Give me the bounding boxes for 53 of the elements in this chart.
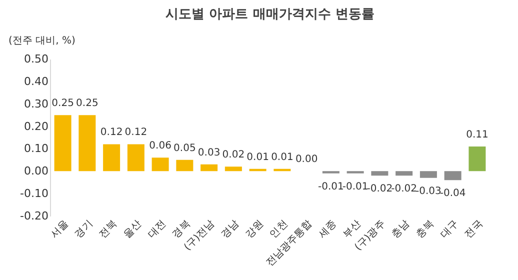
x-tick-label: 충북 bbox=[414, 218, 436, 240]
data-label: -0.01 bbox=[318, 181, 344, 192]
x-tick-label: 경기 bbox=[73, 218, 95, 240]
bar bbox=[176, 160, 194, 172]
data-label: 0.03 bbox=[198, 147, 220, 158]
x-tick-label: 울산 bbox=[122, 218, 144, 240]
data-label: -0.01 bbox=[342, 181, 368, 192]
x-tick-label: 대구 bbox=[438, 218, 461, 240]
x-tick-label: 경남 bbox=[219, 218, 242, 240]
x-tick-label: 강원 bbox=[244, 218, 266, 240]
data-label: 0.01 bbox=[271, 152, 294, 163]
bar bbox=[444, 171, 462, 180]
bar bbox=[200, 164, 218, 172]
data-label: 0.01 bbox=[246, 152, 269, 163]
y-tick-label: 0.00 bbox=[24, 164, 48, 178]
data-label: 0.06 bbox=[149, 140, 172, 152]
bar bbox=[224, 166, 242, 172]
data-label: -0.02 bbox=[366, 184, 393, 195]
y-tick-label: 0.20 bbox=[24, 120, 48, 133]
x-tick-label: 서울 bbox=[48, 218, 71, 240]
bar bbox=[78, 115, 96, 172]
data-label: -0.04 bbox=[440, 188, 466, 200]
data-label: -0.02 bbox=[391, 184, 418, 195]
y-axis-title: (전주 대비, %) bbox=[8, 36, 76, 46]
bar bbox=[371, 171, 388, 176]
x-tick-label: 대전 bbox=[146, 218, 168, 240]
y-tick-label: 0.50 bbox=[24, 52, 48, 66]
data-label: 0.12 bbox=[124, 127, 148, 138]
data-label: -0.03 bbox=[416, 186, 442, 197]
y-tick-label: 0.10 bbox=[24, 142, 48, 156]
x-tick-label: 충남 bbox=[390, 218, 412, 240]
chart-title: 시도별 아파트 매매가격지수 변동률 bbox=[166, 7, 374, 22]
y-tick-label: -0.10 bbox=[20, 187, 48, 200]
bar bbox=[468, 146, 486, 172]
y-tick-label: -0.20 bbox=[20, 210, 48, 222]
data-label: 0.12 bbox=[100, 127, 123, 138]
bar bbox=[420, 171, 437, 178]
data-label: 0.05 bbox=[174, 142, 196, 154]
data-label: 0.02 bbox=[222, 150, 245, 161]
bar bbox=[127, 144, 144, 172]
y-tick-label: 0.30 bbox=[24, 97, 48, 110]
x-tick-label: 전북 bbox=[97, 218, 120, 240]
data-label: 0.25 bbox=[52, 98, 74, 110]
bar bbox=[103, 144, 120, 172]
data-label: 0.11 bbox=[466, 129, 488, 140]
bar bbox=[54, 115, 72, 172]
bar bbox=[152, 158, 169, 172]
bar bbox=[396, 171, 413, 176]
x-tick-label: 전국 bbox=[463, 218, 485, 240]
y-tick-label: 0.40 bbox=[24, 74, 48, 88]
data-label: 0.25 bbox=[76, 98, 98, 110]
x-tick-label: 세종 bbox=[316, 218, 339, 240]
data-label: 0.00 bbox=[295, 154, 318, 166]
